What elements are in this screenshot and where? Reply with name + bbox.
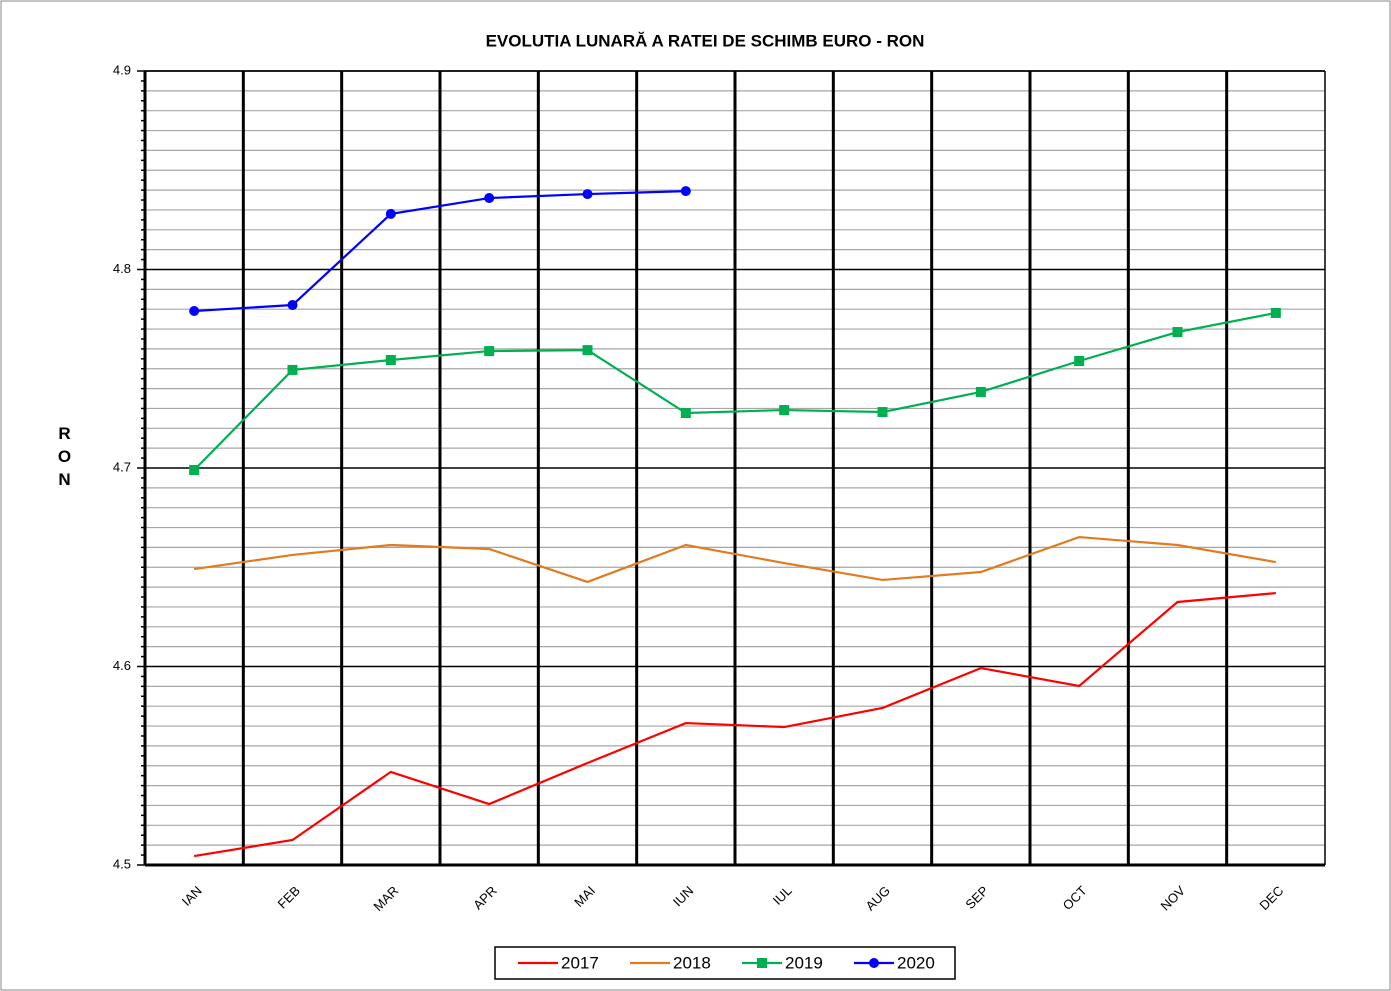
data-point: [189, 464, 200, 475]
data-point: [680, 408, 691, 419]
data-point: [385, 208, 396, 219]
data-point: [385, 355, 396, 366]
legend-marker: [869, 958, 879, 968]
chart-title: EVOLUTIA LUNARĂ A RATEI DE SCHIMB EURO -…: [486, 31, 925, 50]
data-point: [1270, 307, 1281, 318]
data-point: [779, 405, 790, 416]
data-point: [189, 305, 200, 316]
data-point: [877, 407, 888, 418]
data-point: [582, 345, 593, 356]
y-tick-label: 4.7: [113, 459, 131, 474]
y-axis-label: RON: [55, 424, 74, 493]
data-point: [484, 346, 495, 357]
y-tick-label: 4.8: [113, 261, 131, 276]
data-point: [582, 189, 593, 200]
legend-label: 2018: [673, 953, 711, 972]
legend-label: 2019: [785, 953, 823, 972]
data-point: [680, 186, 691, 197]
data-point: [287, 300, 298, 311]
legend-label: 2017: [561, 953, 599, 972]
legend-marker: [757, 958, 767, 968]
series-line: [194, 189, 686, 313]
series-line: [193, 311, 1277, 471]
data-point: [975, 386, 986, 397]
data-point: [1172, 327, 1183, 338]
data-point: [1074, 356, 1085, 367]
series-line: [193, 591, 1276, 858]
y-tick-label: 4.6: [113, 658, 131, 673]
legend-label: 2020: [897, 953, 935, 972]
y-tick-label: 4.5: [113, 856, 131, 871]
series-line: [194, 535, 1277, 584]
data-point: [287, 364, 298, 375]
y-tick-label: 4.9: [113, 62, 131, 77]
data-point: [484, 193, 495, 204]
